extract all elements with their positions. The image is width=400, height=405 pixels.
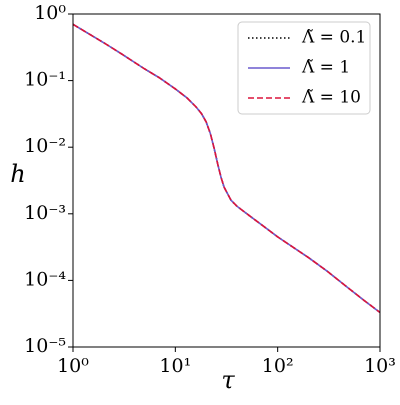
x-tick-label: 10⁰ bbox=[57, 355, 89, 377]
legend-label: Λ̃ = 10 bbox=[301, 88, 361, 108]
series-line bbox=[72, 23, 381, 314]
legend-label: Λ̃ = 1 bbox=[301, 58, 350, 78]
legend-box bbox=[237, 21, 371, 115]
y-tick-label: 10⁻¹ bbox=[24, 69, 66, 91]
x-tick-label: 10² bbox=[262, 355, 294, 377]
x-tick-label: 10³ bbox=[364, 355, 396, 377]
x-tick-label: 10¹ bbox=[159, 355, 191, 377]
plot-frame bbox=[72, 13, 381, 348]
legend-label: Λ̃ = 0.1 bbox=[301, 28, 366, 48]
y-axis-label: h bbox=[10, 160, 25, 188]
y-tick-label: 10⁰ bbox=[34, 2, 66, 24]
x-axis-label: τ bbox=[221, 366, 235, 394]
y-tick-label: 10⁻³ bbox=[24, 202, 66, 224]
y-tick-label: 10⁻⁴ bbox=[24, 268, 66, 290]
y-tick-label: 10⁻² bbox=[24, 135, 66, 157]
y-tick-label: 10⁻⁵ bbox=[24, 335, 66, 357]
